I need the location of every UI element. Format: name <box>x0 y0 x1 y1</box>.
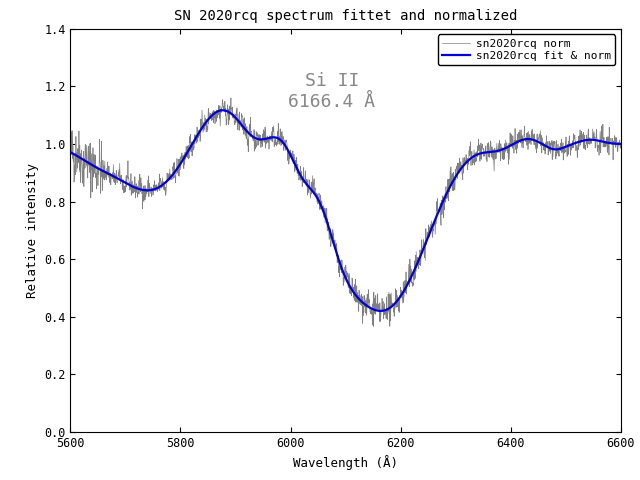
sn2020rcq fit & norm <box>219 108 227 113</box>
sn2020rcq fit & norm <box>95 166 102 171</box>
sn2020rcq norm <box>617 144 625 149</box>
sn2020rcq fit & norm <box>320 209 328 215</box>
sn2020rcq norm <box>320 203 328 208</box>
sn2020rcq norm <box>601 141 609 146</box>
Legend: sn2020rcq norm, sn2020rcq fit & norm: sn2020rcq norm, sn2020rcq fit & norm <box>438 35 615 65</box>
Line: sn2020rcq norm: sn2020rcq norm <box>70 98 621 326</box>
sn2020rcq fit & norm <box>67 149 74 155</box>
sn2020rcq norm <box>95 167 102 172</box>
sn2020rcq norm <box>500 156 508 162</box>
sn2020rcq norm <box>370 324 378 329</box>
X-axis label: Wavelength (Å): Wavelength (Å) <box>293 456 398 470</box>
sn2020rcq fit & norm <box>335 256 342 262</box>
sn2020rcq norm <box>602 144 609 150</box>
sn2020rcq norm <box>67 144 74 150</box>
Title: SN 2020rcq spectrum fittet and normalized: SN 2020rcq spectrum fittet and normalize… <box>174 10 517 24</box>
sn2020rcq fit & norm <box>376 308 384 314</box>
sn2020rcq norm <box>335 261 342 267</box>
sn2020rcq fit & norm <box>617 141 625 147</box>
sn2020rcq fit & norm <box>601 139 609 145</box>
sn2020rcq fit & norm <box>602 139 609 145</box>
Text: Si II
6166.4 Å: Si II 6166.4 Å <box>289 72 375 111</box>
Y-axis label: Relative intensity: Relative intensity <box>26 163 38 298</box>
sn2020rcq norm <box>227 95 235 101</box>
sn2020rcq fit & norm <box>500 146 508 152</box>
Line: sn2020rcq fit & norm: sn2020rcq fit & norm <box>70 110 621 311</box>
